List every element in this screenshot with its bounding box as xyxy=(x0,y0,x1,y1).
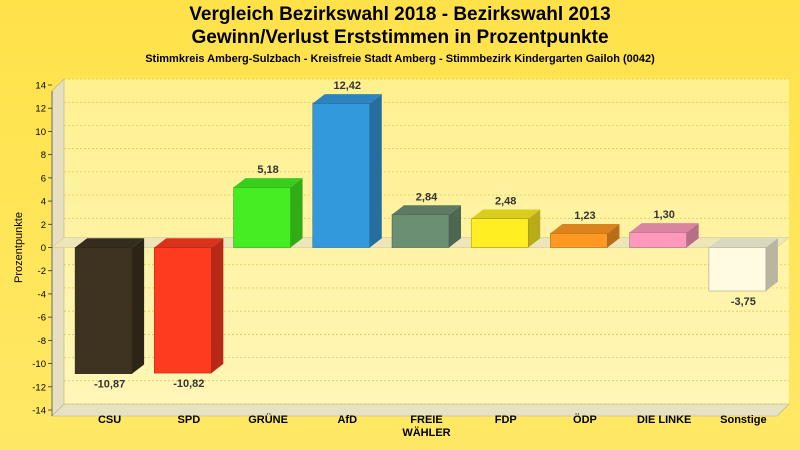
y-tick-label: -14 xyxy=(32,406,46,417)
bar-side xyxy=(132,238,145,374)
x-tick-label: FDP xyxy=(495,414,517,426)
x-tick-label: WÄHLER xyxy=(402,426,450,439)
bar-value-label: 1,30 xyxy=(653,209,674,221)
chart-title: Vergleich Bezirkswahl 2018 - Bezirkswahl… xyxy=(189,4,611,25)
x-tick-label: SPD xyxy=(178,414,201,426)
bar-value-label: 2,84 xyxy=(416,191,438,203)
y-tick-label: 2 xyxy=(41,220,46,231)
bar-value-label: -10,82 xyxy=(173,378,204,390)
bar-value-label: -3,75 xyxy=(731,296,756,308)
bar xyxy=(470,218,529,248)
bar-value-label: 2,48 xyxy=(495,195,516,207)
y-tick-label: 12 xyxy=(35,104,46,115)
bar-top xyxy=(233,178,303,188)
bar-side xyxy=(369,94,382,248)
bar xyxy=(154,247,212,374)
bar-value-label: -10,87 xyxy=(94,379,125,391)
y-tick-label: 6 xyxy=(41,173,46,184)
x-tick-label: GRÜNE xyxy=(248,413,288,426)
y-tick-label: 14 xyxy=(35,81,46,92)
bar-top xyxy=(392,205,461,215)
bar-side xyxy=(211,238,224,374)
bar-side xyxy=(686,223,699,248)
y-tick-label: 0 xyxy=(41,243,46,254)
chart-subtitle: Gewinn/Verlust Erststimmen in Prozentpun… xyxy=(191,27,609,48)
bar-top xyxy=(550,223,620,234)
chart-caption: Stimmkreis Amberg-Sulzbach - Kreisfreie … xyxy=(145,53,655,65)
y-tick-label: -8 xyxy=(38,336,46,347)
bar-top xyxy=(312,94,382,104)
y-tick-label: 4 xyxy=(41,197,46,208)
y-tick-label: 10 xyxy=(35,127,46,138)
y-tick-label: -2 xyxy=(38,266,46,277)
x-tick-label: CSU xyxy=(98,414,121,426)
bar xyxy=(74,247,133,374)
bar xyxy=(312,103,371,248)
y-tick-label: -6 xyxy=(38,313,46,324)
y-tick-label: 8 xyxy=(41,150,46,161)
bar-value-label: 1,23 xyxy=(574,210,595,222)
x-tick-label: FREIE xyxy=(410,414,442,426)
bar xyxy=(233,187,291,248)
bar-side xyxy=(528,209,541,248)
bar xyxy=(708,247,767,292)
y-axis-label: Prozentpunkte xyxy=(13,212,25,283)
bar-value-label: 5,18 xyxy=(257,164,278,176)
bar-side xyxy=(290,178,303,248)
bar-top xyxy=(75,238,145,248)
bar-top xyxy=(629,223,699,233)
bar-value-label: 12,42 xyxy=(334,80,362,92)
bar-side xyxy=(449,205,461,248)
bar-side xyxy=(607,223,620,248)
y-tick-label: -12 xyxy=(32,382,46,393)
x-tick-label: ÖDP xyxy=(573,413,597,426)
bar-top xyxy=(154,238,224,248)
bar xyxy=(391,214,450,248)
bar xyxy=(550,232,608,248)
bar-top xyxy=(708,238,778,248)
x-tick-label: AfD xyxy=(337,414,357,426)
bar xyxy=(629,232,687,248)
y-tick-label: -4 xyxy=(38,289,46,300)
bar-top xyxy=(471,209,541,219)
x-tick-label: DIE LINKE xyxy=(637,414,691,426)
x-tick-label: Sonstige xyxy=(720,414,766,426)
y-tick-label: -10 xyxy=(32,359,46,370)
bar-side xyxy=(765,238,778,292)
